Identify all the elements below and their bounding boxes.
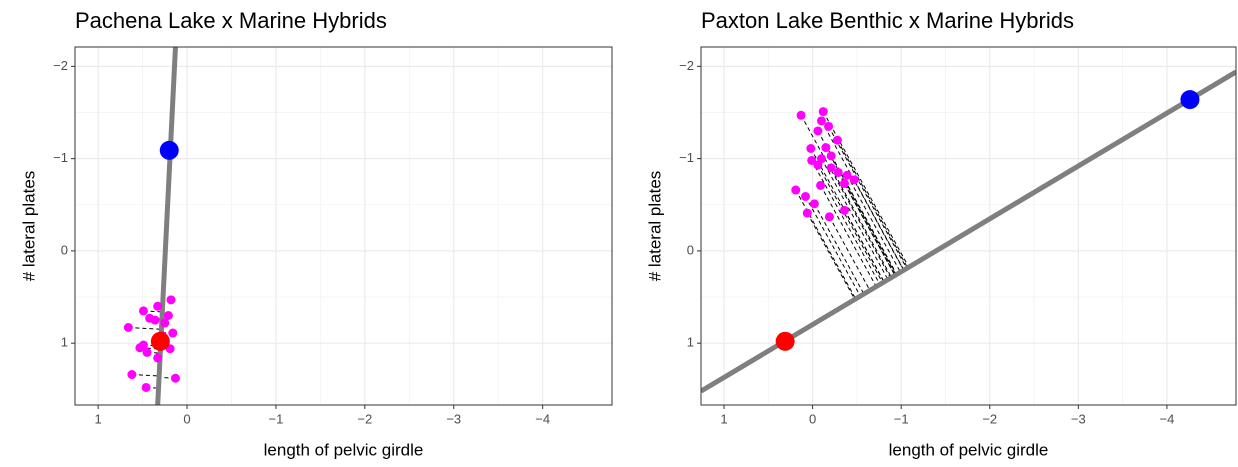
projection bbox=[836, 139, 909, 269]
y-tick-label: 1 bbox=[61, 335, 68, 350]
projection bbox=[830, 155, 897, 275]
y-tick-label: −2 bbox=[679, 58, 694, 73]
x-tick-label: −4 bbox=[535, 411, 550, 426]
hybrid-point bbox=[141, 382, 151, 392]
y-tick-label: 1 bbox=[687, 335, 694, 350]
hybrid-point bbox=[818, 107, 828, 117]
projection bbox=[128, 326, 162, 330]
hybrid-point bbox=[839, 179, 849, 189]
hybrid-point bbox=[813, 160, 823, 170]
hybrid-point bbox=[839, 205, 849, 215]
projection bbox=[813, 203, 865, 295]
hybrid-point bbox=[168, 328, 178, 338]
x-tick-label: −2 bbox=[357, 411, 372, 426]
hybrid-point bbox=[153, 353, 163, 363]
projection bbox=[853, 179, 905, 271]
parent-point bbox=[1180, 90, 1200, 110]
hybrid-point bbox=[135, 343, 145, 353]
x-tick-label: 1 bbox=[94, 411, 101, 426]
hybrid-point bbox=[821, 143, 831, 153]
hybrid-point bbox=[824, 212, 834, 222]
hybrid-point bbox=[123, 322, 133, 332]
hybrid-point bbox=[833, 167, 843, 177]
parent-point bbox=[150, 331, 170, 351]
hybrid-point bbox=[813, 126, 823, 136]
y-tick-label: −1 bbox=[53, 150, 68, 165]
parent-point bbox=[159, 140, 179, 160]
plot-background bbox=[75, 47, 612, 405]
hybrid-point bbox=[160, 318, 170, 328]
projection bbox=[811, 160, 881, 285]
projection bbox=[846, 175, 901, 273]
y-tick-label: −2 bbox=[53, 58, 68, 73]
hybrid-point bbox=[849, 175, 859, 185]
hybrid-point bbox=[153, 301, 163, 311]
x-tick-label: 0 bbox=[183, 411, 190, 426]
chart-title: Paxton Lake Benthic x Marine Hybrids bbox=[701, 8, 1074, 33]
hybrid-point bbox=[163, 311, 173, 320]
hybrid-point bbox=[806, 143, 816, 153]
hybrid-point bbox=[816, 116, 826, 126]
projection bbox=[837, 172, 896, 276]
projection bbox=[805, 196, 861, 297]
projection bbox=[806, 212, 856, 300]
hybrid-point bbox=[809, 199, 819, 209]
x-tick-label: −3 bbox=[446, 411, 461, 426]
y-tick-label: 0 bbox=[687, 242, 694, 257]
y-axis-label: # lateral plates bbox=[645, 171, 664, 282]
projection bbox=[131, 374, 160, 377]
parent-point bbox=[775, 331, 795, 351]
hybrid-point bbox=[801, 191, 811, 201]
hybrid-point bbox=[142, 347, 152, 357]
hybrid-point bbox=[796, 110, 806, 120]
x-tick-label: −3 bbox=[1071, 411, 1086, 426]
x-tick-label: 1 bbox=[720, 411, 727, 426]
projection bbox=[828, 126, 908, 269]
hybrid-point bbox=[826, 163, 836, 173]
x-axis-label: length of pelvic girdle bbox=[889, 440, 1049, 459]
x-tick-label: 0 bbox=[809, 411, 816, 426]
y-tick-label: −1 bbox=[679, 150, 694, 165]
y-tick-label: 0 bbox=[61, 242, 68, 257]
y-axis-label: # lateral plates bbox=[19, 171, 38, 282]
hybrid-point bbox=[150, 315, 160, 325]
x-tick-label: −1 bbox=[269, 411, 284, 426]
projection bbox=[821, 158, 889, 280]
panel-border bbox=[74, 46, 613, 406]
projection bbox=[844, 183, 896, 276]
hybrid-point bbox=[791, 185, 801, 195]
x-axis-label: length of pelvic girdle bbox=[264, 440, 424, 459]
x-tick-label: −1 bbox=[894, 411, 909, 426]
hybrid-point bbox=[170, 373, 180, 383]
projection bbox=[817, 164, 884, 284]
hybrid-point bbox=[816, 180, 826, 190]
hybrid-point bbox=[832, 135, 842, 145]
hybrid-point bbox=[842, 170, 852, 180]
projection bbox=[800, 115, 892, 279]
hybrid-point bbox=[824, 121, 834, 131]
x-tick-label: −2 bbox=[982, 411, 997, 426]
hybrid-point bbox=[138, 306, 148, 316]
projection bbox=[820, 185, 877, 287]
hybrid-point bbox=[802, 208, 812, 218]
hybrid-point bbox=[807, 155, 817, 165]
hybrid-point bbox=[127, 370, 137, 380]
plot-background bbox=[701, 47, 1236, 405]
x-tick-label: −4 bbox=[1159, 411, 1174, 426]
panel-border bbox=[700, 46, 1237, 406]
hybrid-point bbox=[166, 295, 176, 305]
hybrid-point bbox=[826, 151, 836, 161]
chart-title: Pachena Lake x Marine Hybrids bbox=[75, 8, 387, 33]
